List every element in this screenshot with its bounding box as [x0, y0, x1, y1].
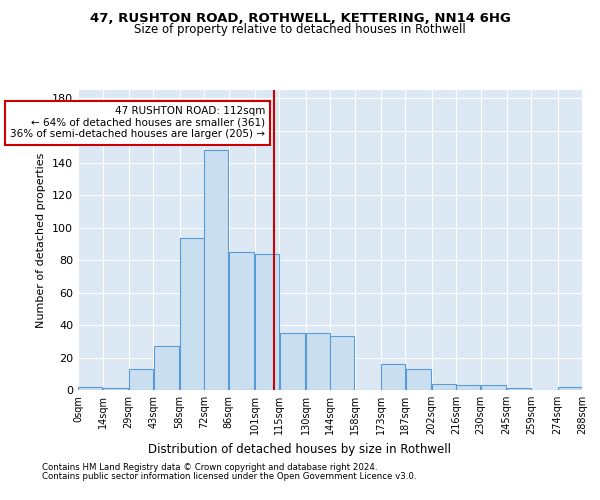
Bar [205, 150, 228, 390]
Bar [507, 388, 531, 390]
Text: 47, RUSHTON ROAD, ROTHWELL, KETTERING, NN14 6HG: 47, RUSHTON ROAD, ROTHWELL, KETTERING, N… [89, 12, 511, 26]
Bar [381, 364, 405, 390]
Bar [331, 336, 354, 390]
Text: Contains public sector information licensed under the Open Government Licence v3: Contains public sector information licen… [42, 472, 416, 481]
Text: Size of property relative to detached houses in Rothwell: Size of property relative to detached ho… [134, 22, 466, 36]
Bar [558, 387, 581, 390]
Bar [481, 385, 506, 390]
Text: Distribution of detached houses by size in Rothwell: Distribution of detached houses by size … [149, 442, 452, 456]
Bar [432, 384, 455, 390]
Text: 47 RUSHTON ROAD: 112sqm
← 64% of detached houses are smaller (361)
36% of semi-d: 47 RUSHTON ROAD: 112sqm ← 64% of detache… [10, 106, 265, 140]
Bar [229, 252, 254, 390]
Text: Contains HM Land Registry data © Crown copyright and database right 2024.: Contains HM Land Registry data © Crown c… [42, 464, 377, 472]
Bar [180, 238, 203, 390]
Bar [406, 369, 431, 390]
Bar [306, 333, 329, 390]
Bar [457, 385, 480, 390]
Bar [280, 333, 305, 390]
Bar [255, 254, 279, 390]
Bar [129, 369, 153, 390]
Bar [103, 388, 128, 390]
Y-axis label: Number of detached properties: Number of detached properties [37, 152, 46, 328]
Bar [79, 387, 102, 390]
Bar [154, 346, 179, 390]
